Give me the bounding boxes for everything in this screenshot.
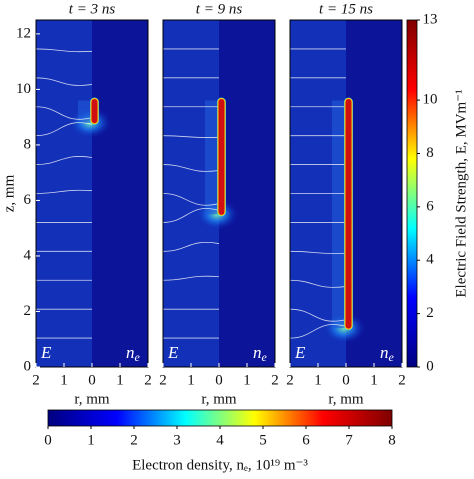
x-tick-label: 0 <box>88 372 96 388</box>
x-axis-label: r, mm <box>74 391 110 407</box>
x-tick-label: 2 <box>271 372 279 388</box>
channel <box>344 98 353 330</box>
y-tick-label: 2 <box>24 303 32 319</box>
colorbar-tick-label: 6 <box>426 198 434 214</box>
x-tick-label: 0 <box>215 372 223 388</box>
equipotential-line <box>162 135 220 138</box>
right-label-sub: e <box>389 350 395 364</box>
colorbar-tick-label: 8 <box>426 145 434 161</box>
equipotential-line <box>162 275 220 281</box>
panel-title: t = 3 ns <box>69 1 116 17</box>
colorbar-tick-label: 4 <box>426 252 434 268</box>
colorbar <box>406 19 418 368</box>
equipotential-line <box>289 324 347 339</box>
colorbar-tick-label: 2 <box>130 432 138 448</box>
colorbar-tick-label: 7 <box>345 432 353 448</box>
channel <box>217 98 226 216</box>
equipotential-line <box>162 242 220 252</box>
colorbar-tick-label: 10 <box>423 92 438 108</box>
colorbar-tick-label: 6 <box>302 432 310 448</box>
right-label-main: n <box>126 343 135 362</box>
field-right <box>92 20 148 367</box>
colorbar-tick-label: 1 <box>87 432 95 448</box>
field-glow-body <box>205 100 219 215</box>
colorbar-tick-label: 13 <box>423 11 438 27</box>
x-tick-label: 1 <box>60 372 68 388</box>
right-label-main: n <box>380 343 389 362</box>
left-label: E <box>40 343 52 362</box>
colorbar-label: Electron density, nₑ, 10¹⁹ m⁻³ <box>132 457 308 473</box>
equipotential-line <box>35 48 93 53</box>
panel-title: t = 15 ns <box>319 1 373 17</box>
equipotential-line <box>162 164 220 172</box>
colorbar-tick-label: 3 <box>173 432 181 448</box>
x-tick-label: 1 <box>370 372 378 388</box>
x-tick-label: 2 <box>32 372 40 388</box>
x-tick-label: 2 <box>159 372 167 388</box>
right-label: ne <box>126 343 141 364</box>
equipotential-line <box>35 106 93 120</box>
y-tick-label: 4 <box>24 247 32 263</box>
right-label-sub: e <box>135 350 141 364</box>
equipotential-line <box>35 122 93 137</box>
x-axis-label: r, mm <box>328 391 364 407</box>
right-label: ne <box>380 343 395 364</box>
x-tick-label: 1 <box>314 372 322 388</box>
x-tick-label: 1 <box>116 372 124 388</box>
x-tick-label: 1 <box>187 372 195 388</box>
y-tick-label: 6 <box>24 192 32 208</box>
x-tick-label: 0 <box>342 372 350 388</box>
equipotential-line <box>289 308 347 322</box>
colorbar-tick-label: 4 <box>216 432 224 448</box>
colorbar <box>47 409 393 427</box>
colorbar-tick-label: 5 <box>259 432 267 448</box>
y-tick-label: 8 <box>24 136 32 152</box>
right-label: ne <box>253 343 268 364</box>
x-tick-label: 2 <box>144 372 152 388</box>
field-right <box>346 20 402 367</box>
equipotential-line <box>35 77 93 86</box>
panel-title: t = 9 ns <box>196 1 243 17</box>
x-axis-label: r, mm <box>201 391 237 407</box>
equipotential-line <box>162 193 220 206</box>
y-tick-label: 0 <box>24 358 32 374</box>
x-tick-label: 2 <box>286 372 294 388</box>
colorbar-tick-label: 2 <box>426 305 434 321</box>
equipotential-line <box>289 250 347 254</box>
channel <box>90 98 99 125</box>
equipotential-line <box>162 208 220 223</box>
colorbar-tick-label: 8 <box>388 432 396 448</box>
right-label-main: n <box>253 343 262 362</box>
colorbar-tick-label: 0 <box>44 432 52 448</box>
left-label: E <box>167 343 179 362</box>
field-glow-body <box>332 100 346 329</box>
y-tick-label: 12 <box>16 25 31 41</box>
x-tick-label: 1 <box>243 372 251 388</box>
left-label: E <box>294 343 306 362</box>
field-glow-body <box>78 100 92 123</box>
x-tick-label: 2 <box>398 372 406 388</box>
equipotential-line <box>35 189 93 194</box>
colorbar-tick-label: 0 <box>426 358 434 374</box>
y-tick-label: 10 <box>16 81 31 97</box>
right-label-sub: e <box>262 350 268 364</box>
equipotential-line <box>289 279 347 288</box>
colorbar-label: Electric Field Strength, E, MVm⁻¹ <box>453 89 469 297</box>
field-right <box>219 20 275 367</box>
y-axis-label: z, mm <box>1 174 17 212</box>
equipotential-line <box>35 156 93 165</box>
